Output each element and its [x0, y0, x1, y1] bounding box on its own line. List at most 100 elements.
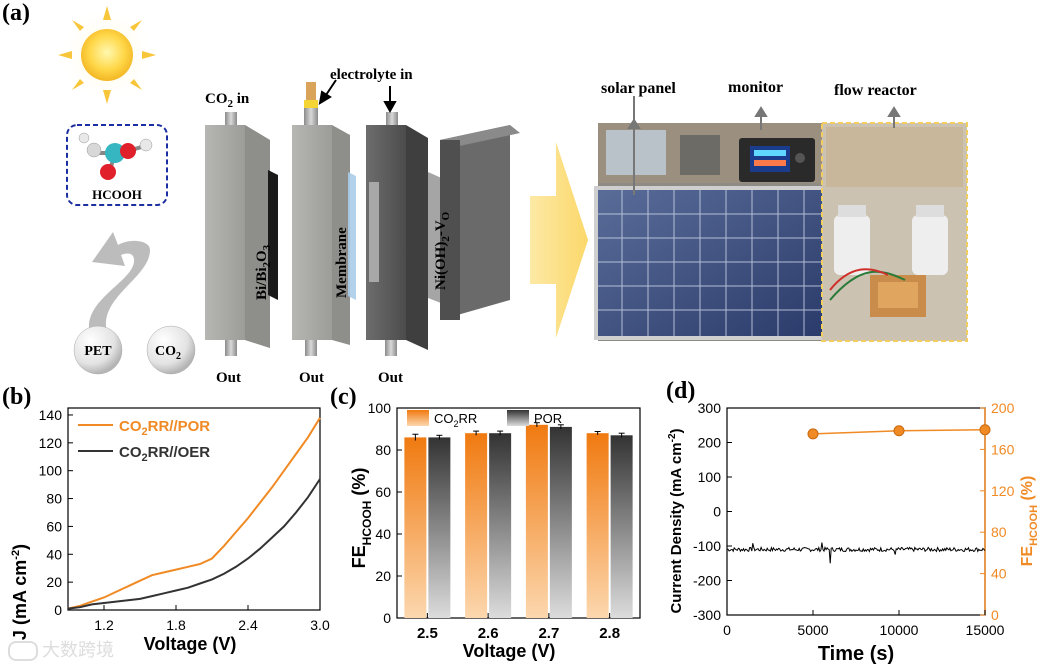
- chart-d-frame: [726, 407, 986, 616]
- panel-label-a: (a): [2, 0, 30, 26]
- panel-label-d: (d): [666, 378, 696, 404]
- pet-ball: PET: [73, 325, 123, 375]
- chart-d-ytick-right-label: 120: [991, 483, 1015, 499]
- chart-c-ytick-label: 100: [368, 400, 392, 416]
- co2-label: CO2: [155, 344, 181, 362]
- chart-b-xlabel: Voltage (V): [144, 634, 237, 654]
- panel-label-b: (b): [2, 384, 32, 410]
- solar-panel-device: [594, 186, 828, 340]
- chart-stability: Current Density (mA cm-2) FEHCOOH (%) Ti…: [667, 400, 1040, 665]
- watermark: 大数跨境: [8, 636, 114, 662]
- chart-b-ytick-label: 20: [46, 574, 62, 590]
- photo-label-monitor: monitor: [728, 79, 783, 96]
- chart-d-ytick-left-label: 100: [698, 469, 722, 485]
- chart-b-ytick-label: 40: [46, 546, 62, 562]
- process-arrow-icon: [530, 142, 588, 338]
- out-label-3: Out: [378, 370, 403, 386]
- chart-b-xtick-label: 1.2: [94, 617, 114, 633]
- monitor-device: [739, 138, 815, 182]
- panel-label-c: (c): [330, 384, 357, 410]
- chart-d-xtick-label: 15000: [966, 622, 1005, 638]
- chart-d-ytick-right-label: 160: [991, 441, 1015, 457]
- chart-d-xlabel: Time (s): [818, 643, 894, 665]
- flow-reactor-device: [821, 122, 968, 342]
- chart-b-legend: CO2RR//POR CO2RR//OER: [78, 418, 210, 464]
- chart-b-ytick-label: 100: [39, 463, 63, 479]
- watermark-text: 大数跨境: [42, 640, 114, 661]
- chart-c-ytick-label: 20: [375, 568, 391, 584]
- chart-d-xtick-label: 5000: [797, 622, 828, 638]
- chart-d-ytick-left-label: 300: [698, 400, 722, 416]
- chart-lsv: J (mA cm-2) Voltage (V) 0 20 40 60 80 100 120 1…: [10, 407, 330, 654]
- photo-label-solar-panel: solar panel: [601, 80, 676, 97]
- setup-photo: [594, 122, 968, 342]
- pet-label: PET: [84, 344, 112, 359]
- chart-d-ytick-left-label: 200: [698, 435, 722, 451]
- electrolyte-arrow-icon: [318, 79, 397, 114]
- chart-c-bar-por: [428, 437, 451, 618]
- chart-d-xtick-label: 0: [723, 622, 731, 638]
- chart-c-ytick-label: 80: [375, 442, 391, 458]
- chart-b-xtick-label: 3.0: [310, 617, 330, 633]
- chart-b-series-oer: [67, 478, 321, 610]
- chart-d-ylabel-right: FEHCOOH (%): [1019, 476, 1040, 567]
- hcooh-molecule-box: HCOOH: [66, 124, 168, 206]
- chart-c-bar-co2rr: [465, 433, 488, 618]
- chart-b-ytick-label: 80: [46, 491, 62, 507]
- chart-d-current-trace: [726, 542, 986, 564]
- chart-c-bar-co2rr: [404, 437, 427, 618]
- bi-electrode-label: Bi/Bi2O3: [254, 244, 273, 300]
- chart-d-ytick-right-label: 40: [991, 566, 1007, 582]
- flow-cell-exploded: [205, 82, 520, 356]
- chart-c-bar-por: [610, 435, 633, 618]
- chart-d-ytick-right-label: 80: [991, 524, 1007, 540]
- co2-ball: CO2: [146, 325, 196, 375]
- co2-in-label: CO2 in: [205, 91, 250, 110]
- electrolyte-in-label: electrolyte in: [330, 67, 413, 83]
- chart-c-bar-co2rr: [586, 433, 609, 618]
- chart-c-legend: CO2RR POR: [407, 410, 562, 429]
- photo-label-flow-reactor: flow reactor: [834, 82, 917, 99]
- chart-b-series-por: [67, 417, 321, 610]
- sun-icon: [58, 6, 156, 104]
- ni-electrode-label: Ni(OH)2-VO: [433, 211, 452, 290]
- out-label-2: Out: [299, 370, 324, 386]
- chart-faradaic-efficiency: FEHCOOH (%) Voltage (V) 0 20 40 60 80 100 2.5 2…: [349, 400, 641, 661]
- chart-c-ytick-label: 60: [375, 484, 391, 500]
- chart-b-ytick-label: 120: [39, 435, 63, 451]
- chart-c-legend-co2rr: CO2RR: [434, 411, 477, 429]
- molecule-label: HCOOH: [92, 187, 142, 202]
- chart-b-ytick-label: 140: [39, 407, 63, 423]
- chart-d-ytick-right-label: 0: [991, 607, 999, 623]
- chart-b-ytick-label: 60: [46, 518, 62, 534]
- chart-d-xtick-label: 10000: [880, 622, 919, 638]
- chart-c-xtick-label: 2.7: [538, 625, 559, 642]
- chart-c-bar-por: [549, 426, 572, 618]
- chart-d-fe-point: [807, 428, 819, 440]
- chart-b-legend-oer: CO2RR//OER: [119, 444, 210, 464]
- chart-d-ytick-left-label: -200: [693, 573, 721, 589]
- watermark-logo-icon: [8, 641, 38, 661]
- chart-d-ytick-left-label: 0: [713, 504, 721, 520]
- curved-arrow-icon: [88, 232, 150, 345]
- chart-c-xtick-label: 2.6: [478, 625, 499, 642]
- chart-b-ylabel: J (mA cm-2): [10, 544, 30, 640]
- chart-c-frame: [396, 407, 641, 619]
- chart-d-ytick-left-label: -100: [693, 538, 721, 554]
- chart-d-ytick-left-label: -300: [693, 607, 721, 623]
- chart-c-xtick-label: 2.8: [599, 625, 620, 642]
- chart-c-xtick-label: 2.5: [417, 625, 438, 642]
- chart-c-ylabel: FEHCOOH (%): [349, 468, 374, 569]
- chart-c-ytick-label: 40: [375, 526, 391, 542]
- chart-b-xtick-label: 1.8: [166, 617, 186, 633]
- schematic-panel: HCOOH PET CO2: [58, 6, 968, 386]
- chart-b-xtick-label: 2.4: [238, 617, 258, 633]
- chart-c-legend-por: POR: [534, 411, 562, 426]
- chart-c-bar-co2rr: [525, 424, 548, 618]
- chart-c-ytick-label: 0: [383, 610, 391, 626]
- chart-b-frame: [67, 407, 321, 611]
- chart-b-ytick-label: 0: [54, 602, 62, 618]
- chart-b-legend-por: CO2RR//POR: [119, 418, 210, 438]
- chart-d-fe-point: [893, 425, 905, 437]
- out-label-1: Out: [216, 370, 241, 386]
